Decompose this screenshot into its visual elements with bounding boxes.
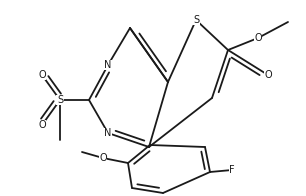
Text: S: S: [57, 95, 63, 105]
Text: F: F: [229, 165, 235, 175]
Text: N: N: [104, 60, 112, 70]
Text: N: N: [104, 128, 112, 138]
Text: O: O: [99, 153, 107, 163]
Text: O: O: [38, 70, 46, 80]
Text: O: O: [264, 70, 272, 80]
Text: O: O: [38, 120, 46, 130]
Text: O: O: [254, 33, 262, 43]
Text: S: S: [193, 15, 199, 25]
